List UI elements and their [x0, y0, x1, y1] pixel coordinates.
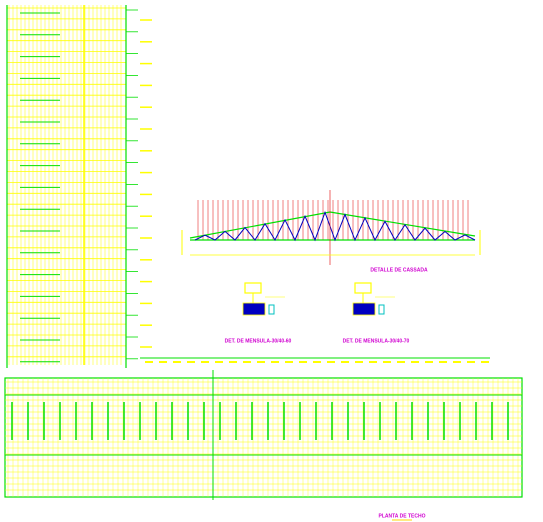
bracket-label: DET. DE MENSULA-30/40-60 — [225, 338, 292, 344]
detail-title: DETALLE DE CASSADA — [370, 267, 428, 273]
bracket-side — [378, 304, 385, 315]
plan-title: PLANTA DE TECHO — [379, 513, 426, 519]
bracket-body — [352, 302, 376, 316]
horizontal-roof-plan — [4, 357, 523, 500]
bracket-side — [268, 304, 275, 315]
plan-outline — [4, 377, 523, 498]
vertical-roof-plan — [6, 5, 152, 368]
bracket-label: DET. DE MENSULA-30/40-70 — [343, 338, 410, 344]
truss-web — [194, 210, 476, 242]
bracket-body — [242, 302, 266, 316]
truss-elevation — [181, 190, 481, 265]
bracket-details — [242, 282, 395, 316]
